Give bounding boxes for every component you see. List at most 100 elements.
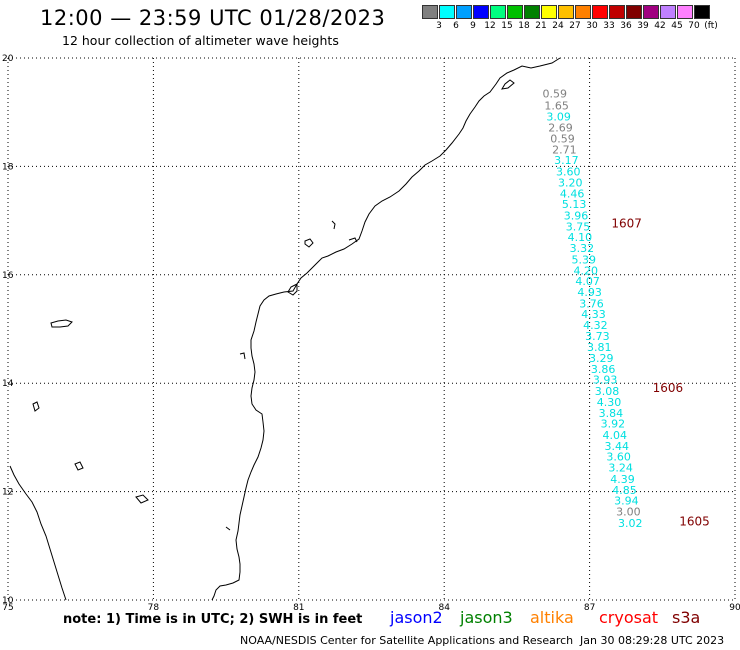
color-swatch [456, 5, 472, 19]
inland-water-6 [135, 494, 149, 504]
lat-tick-label: 12 [2, 488, 13, 498]
inland-water-5 [239, 352, 246, 360]
lat-tick-label: 10 [2, 596, 14, 606]
generated-timestamp: Jan 30 08:29:28 UTC 2023 [580, 634, 725, 647]
color-swatch [422, 5, 438, 19]
inland-water-8 [225, 526, 231, 531]
legend-jason3: jason3 [460, 608, 513, 627]
color-scale-label: 15 [501, 21, 513, 31]
wave-height-value: 3.08 [595, 385, 620, 398]
inland-water-4 [32, 401, 40, 412]
wave-height-value: 3.60 [606, 451, 631, 464]
color-scale-label: 39 [637, 21, 649, 31]
color-swatch [626, 5, 642, 19]
color-scale-label: 3 [436, 21, 442, 31]
color-scale-labels: 3 6 9 12 15 18 21 24 27 30 33 36 39 42 45 70 (ft) [422, 21, 732, 33]
axis-tick-labels: 75 78 81 84 87 90 20 18 16 14 12 10 [2, 54, 740, 613]
color-scale-label: 33 [603, 21, 615, 31]
wave-height-value: 3.75 [566, 220, 591, 233]
color-scale-label: 9 [470, 21, 476, 31]
wave-height-value: 4.39 [610, 473, 635, 486]
wave-height-value: 0.59 [550, 133, 575, 146]
wave-height-value: 3.17 [554, 154, 579, 167]
color-swatch [677, 5, 693, 19]
color-swatch [643, 5, 659, 19]
wave-height-value: 4.33 [581, 308, 606, 321]
legend-s3a: s3a [672, 608, 701, 627]
wave-height-value: 4.30 [597, 396, 622, 409]
wave-height-value: 4.10 [568, 231, 593, 244]
color-scale-bar [422, 5, 711, 19]
wave-height-value: 4.93 [577, 286, 602, 299]
wave-height-value: 4.20 [573, 264, 598, 277]
wave-height-points: 0.591.653.092.690.592.713.173.603.204.46… [542, 88, 642, 530]
lon-tick-label: 78 [148, 603, 160, 613]
wave-height-value: 4.32 [583, 319, 608, 332]
color-scale-label: 30 [586, 21, 598, 31]
color-swatch [524, 5, 540, 19]
wave-height-value: 4.85 [612, 484, 637, 497]
color-scale-label: 27 [569, 21, 581, 31]
legend-altika: altika [530, 608, 574, 627]
inland-water-3 [50, 319, 73, 328]
color-swatch [439, 5, 455, 19]
color-swatch [490, 5, 506, 19]
wave-height-value: 3.92 [601, 418, 626, 431]
color-scale-label: 70 [688, 21, 700, 31]
lon-tick-label: 84 [438, 603, 450, 613]
legend-jason2: jason2 [390, 608, 443, 627]
wave-height-value: 3.96 [564, 210, 589, 223]
color-scale-label: 42 [654, 21, 666, 31]
color-scale-label: 45 [671, 21, 683, 31]
lat-tick-label: 20 [2, 54, 14, 64]
map-title: 12:00 — 23:59 UTC 01/28/2023 [40, 6, 386, 30]
lat-tick-label: 16 [2, 271, 14, 281]
wave-height-value: 2.71 [552, 143, 577, 156]
wave-height-value: 4.04 [603, 429, 628, 442]
credit-line: NOAA/NESDIS Center for Satellite Applica… [240, 634, 574, 647]
lat-tick-label: 18 [2, 162, 14, 172]
coastline-sri-lanka [9, 465, 67, 601]
track-id-label: 1606 [653, 381, 684, 395]
color-scale-label: (ft) [704, 21, 718, 31]
footer-note: note: 1) Time is in UTC; 2) SWH is in fe… [63, 612, 363, 627]
color-scale-label: 18 [518, 21, 530, 31]
coastline-godavari-delta [287, 283, 298, 296]
wave-height-value: 3.02 [618, 517, 643, 530]
wave-height-value: 3.76 [579, 297, 604, 310]
wave-height-value: 3.60 [556, 166, 581, 179]
wave-height-value: 3.24 [608, 462, 633, 475]
wave-height-value: 4.07 [575, 275, 600, 288]
color-swatch [473, 5, 489, 19]
lake-chilika [331, 220, 336, 230]
color-swatch [575, 5, 591, 19]
lon-tick-label: 90 [729, 603, 740, 613]
color-swatch [660, 5, 676, 19]
wave-height-value: 3.73 [585, 330, 610, 343]
color-swatch [541, 5, 557, 19]
wave-height-value: 3.29 [589, 352, 614, 365]
track-labels: 1607 1606 1605 [611, 217, 709, 529]
color-scale-label: 6 [453, 21, 459, 31]
lon-tick-label: 87 [584, 603, 595, 613]
wave-height-value: 4.46 [560, 187, 585, 200]
inland-water-7 [74, 461, 84, 471]
lat-tick-label: 14 [2, 379, 14, 389]
color-scale-label: 24 [552, 21, 564, 31]
wave-height-value: 3.32 [570, 242, 595, 255]
lon-tick-label: 81 [293, 603, 304, 613]
legend-cryosat: cryosat [599, 608, 659, 627]
color-swatch [558, 5, 574, 19]
wave-height-value: 1.65 [544, 99, 569, 112]
map-subtitle: 12 hour collection of altimeter wave hei… [62, 33, 339, 48]
wave-height-value: 3.20 [558, 176, 583, 189]
wave-height-value: 3.00 [616, 505, 641, 518]
wave-height-value: 2.69 [548, 122, 573, 135]
color-swatch [609, 5, 625, 19]
color-swatch [694, 5, 710, 19]
wave-height-value: 5.39 [572, 253, 597, 266]
wave-height-value: 3.44 [604, 440, 629, 453]
inland-water-1 [304, 238, 314, 248]
wave-height-value: 3.86 [591, 363, 616, 376]
